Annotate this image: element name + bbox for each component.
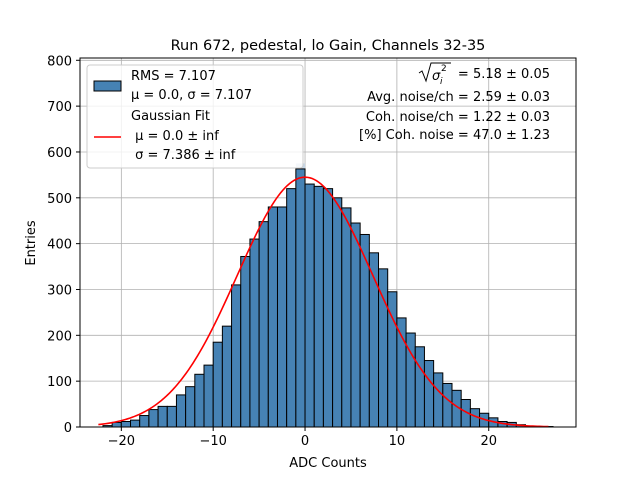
histogram-bar	[433, 372, 444, 428]
sqrt-sigma-symbol: σ i 2	[418, 62, 451, 87]
x-tick-label: 20	[480, 434, 497, 449]
legend-patch	[93, 80, 122, 92]
histogram-bar	[313, 185, 324, 428]
histogram-bar	[423, 360, 435, 428]
legend-box	[86, 64, 304, 169]
histogram-bar	[286, 188, 297, 428]
histogram-bar	[414, 346, 425, 428]
x-tick-label: 0	[301, 434, 309, 449]
histogram-bar	[175, 394, 187, 428]
y-tick-label: 0	[64, 421, 72, 436]
histogram-bar	[442, 382, 453, 428]
histogram-bar	[276, 206, 288, 428]
histogram-bar	[267, 206, 278, 428]
plot-frame	[79, 57, 577, 428]
y-axis-label: Entries	[24, 220, 39, 266]
histogram-bar	[396, 317, 407, 428]
svg-text:σ: σ	[432, 69, 441, 84]
svg-text:i: i	[440, 77, 443, 87]
y-axis-ticks: 0 100 200 300 400 500 600 700 800	[47, 54, 80, 436]
histogram-bar	[350, 222, 361, 428]
histogram-bar	[157, 405, 168, 428]
histogram-bar	[203, 364, 214, 428]
histogram-bar	[139, 415, 150, 428]
svg-text:2: 2	[441, 64, 447, 74]
y-tick-label: 600	[47, 146, 72, 161]
x-tick-label: −20	[108, 434, 135, 449]
x-axis-ticks: −20 −10 0 10 20	[108, 427, 497, 449]
x-tick-label: −10	[199, 434, 226, 449]
histogram-bar	[231, 284, 242, 428]
histogram-bar	[341, 207, 352, 428]
histogram-bar	[258, 221, 269, 428]
annotation-coh-noise: Coh. noise/ch = 1.22 ± 0.03	[366, 110, 550, 125]
y-tick-label: 800	[47, 54, 72, 69]
legend: RMS = 7.107 μ = 0.0, σ = 7.107 Gaussian …	[86, 64, 304, 169]
x-axis-label: ADC Counts	[289, 456, 367, 471]
y-tick-label: 700	[47, 100, 72, 115]
chart-title: Run 672, pedestal, lo Gain, Channels 32-…	[171, 38, 486, 54]
legend-entry-histogram-params: μ = 0.0, σ = 7.107	[131, 88, 252, 103]
annotation-block: σ i 2 = 5.18 ± 0.05 Avg. noise/ch = 2.59…	[359, 62, 550, 143]
histogram-bar	[332, 197, 343, 428]
histogram-bar	[166, 405, 177, 428]
legend-entry-fit-mean: μ = 0.0 ± inf	[131, 129, 219, 144]
histogram-bar	[322, 188, 334, 428]
histogram-bar	[240, 255, 251, 428]
annotation-coh-noise-pct: [%] Coh. noise = 47.0 ± 1.23	[359, 128, 550, 143]
legend-entry-histogram-params-text: μ = 0.0, σ = 7.107	[131, 88, 252, 103]
histogram-bar	[194, 373, 205, 428]
y-tick-label: 400	[47, 238, 72, 253]
y-tick-label: 300	[47, 283, 72, 298]
y-tick-label: 500	[47, 192, 72, 207]
histogram-bar	[120, 420, 132, 428]
annotation-rms: = 5.18 ± 0.05	[458, 67, 550, 82]
histogram-bar	[148, 409, 159, 428]
histogram-bar	[304, 183, 315, 428]
histogram-bar	[295, 168, 306, 428]
legend-entry-fit-sigma: σ = 7.386 ± inf	[131, 148, 236, 163]
histogram-bars	[102, 168, 554, 428]
gaussian-fit-curve	[98, 176, 549, 428]
histogram-bar	[249, 238, 260, 428]
histogram-bar	[130, 419, 141, 428]
histogram-bar	[221, 325, 233, 428]
histogram-bar	[185, 386, 196, 428]
histogram-bar	[212, 341, 223, 428]
x-tick-label: 10	[389, 434, 406, 449]
annotation-avg-noise: Avg. noise/ch = 2.59 ± 0.03	[367, 90, 550, 105]
y-tick-label: 100	[47, 375, 72, 390]
legend-entry-fit: Gaussian Fit	[131, 109, 210, 124]
y-tick-label: 200	[47, 329, 72, 344]
legend-entry-histogram: RMS = 7.107	[131, 69, 216, 84]
